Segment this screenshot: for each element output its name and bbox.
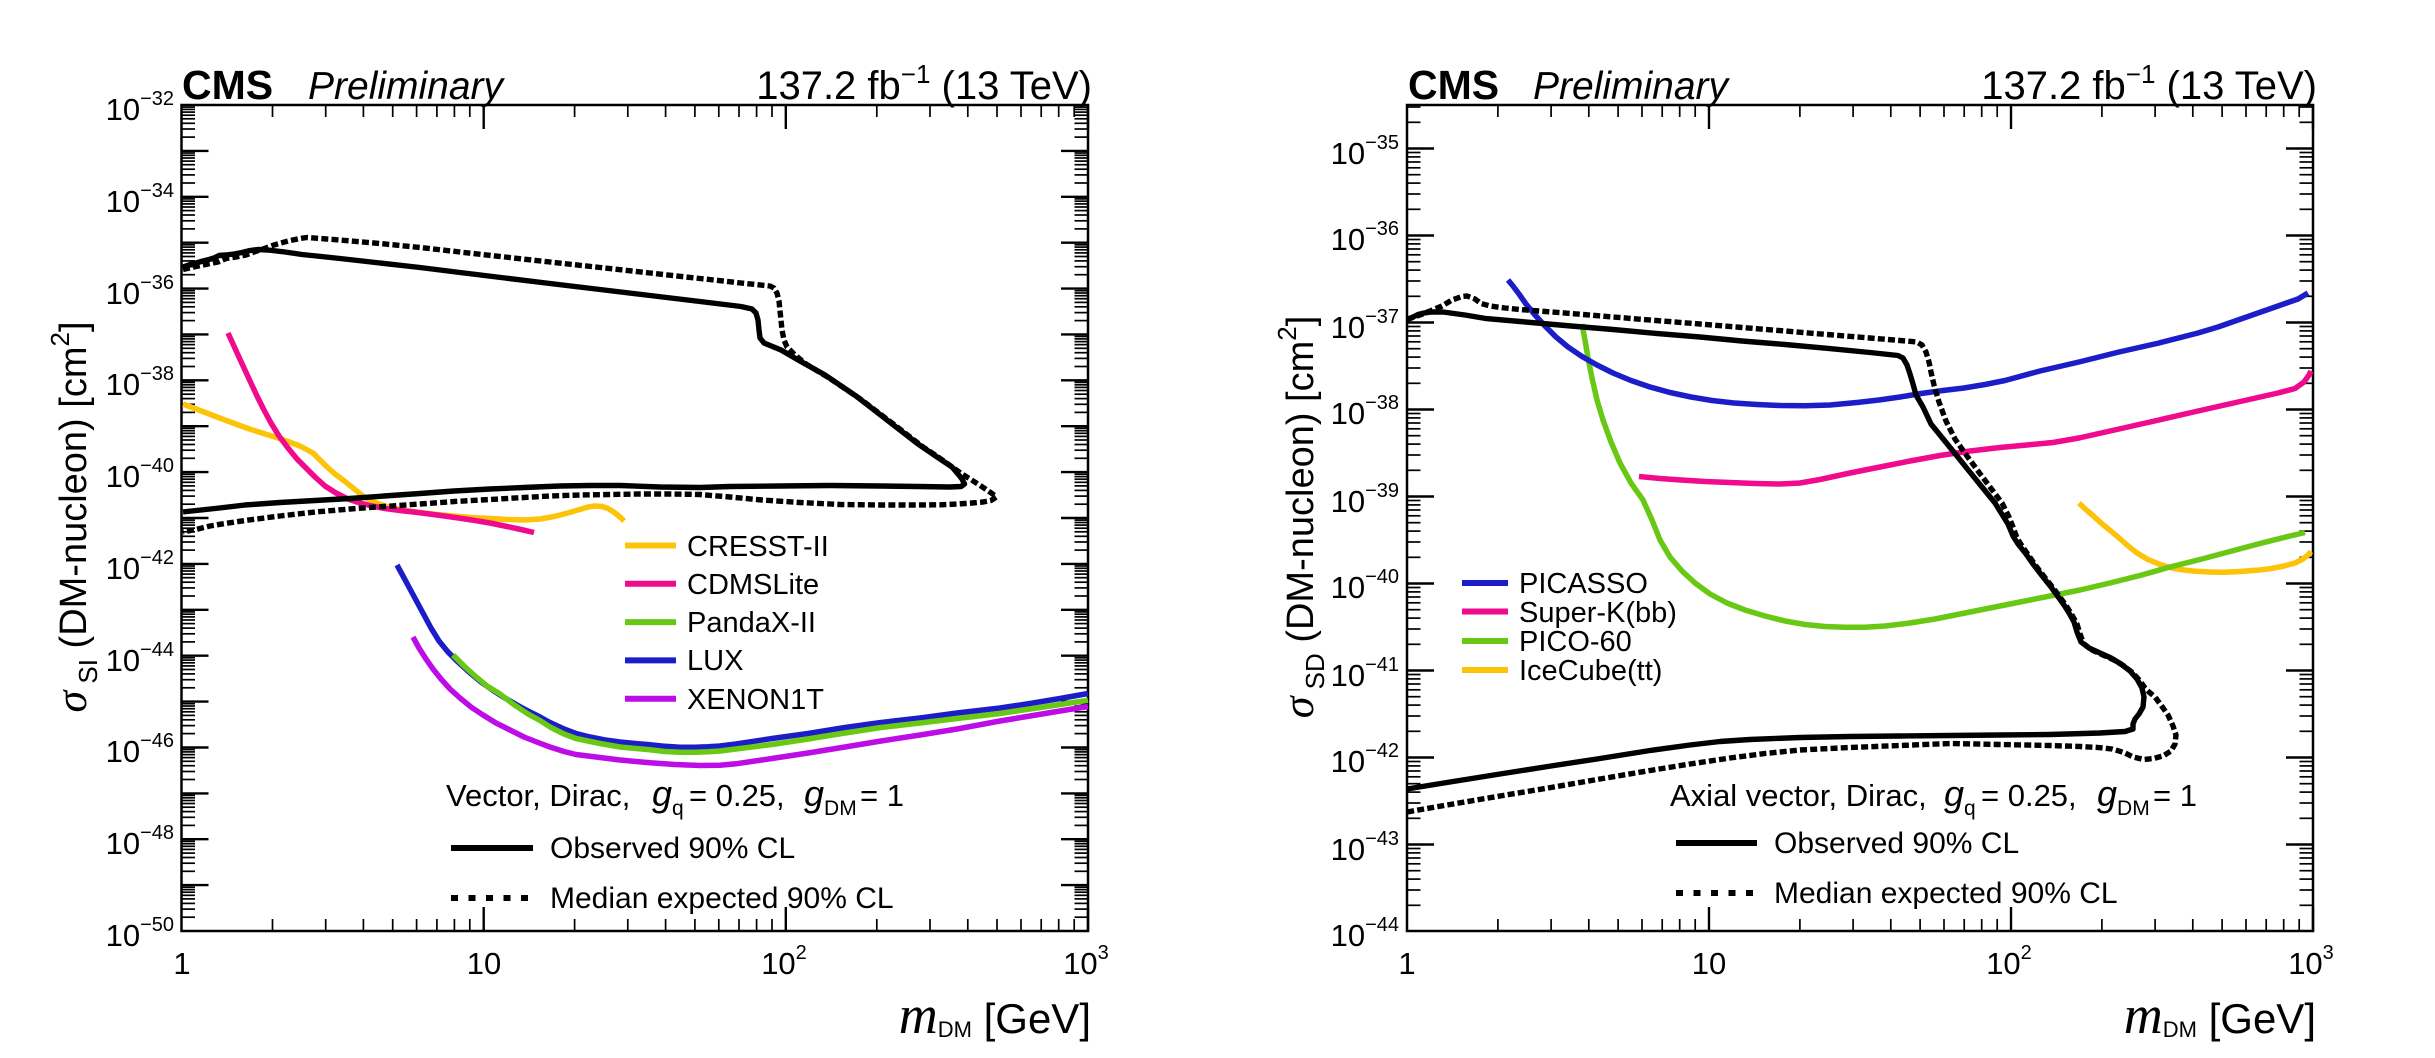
svg-text:CDMSLite: CDMSLite [687, 569, 819, 601]
svg-text:10: 10 [1692, 946, 1726, 981]
svg-text:= 1: = 1 [860, 778, 904, 813]
svg-text:Median expected 90% CL: Median expected 90% CL [1774, 877, 2118, 910]
svg-text:PICO-60: PICO-60 [1519, 626, 1632, 658]
svg-text:CMS: CMS [182, 62, 273, 108]
svg-text:σ SD (DM-nucleon) [cm2]: σ SD (DM-nucleon) [cm2] [1272, 316, 1330, 719]
svg-text:10−40: 10−40 [106, 455, 174, 494]
svg-text:10−42: 10−42 [106, 547, 174, 586]
svg-text:IceCube(tt): IceCube(tt) [1519, 655, 1662, 687]
svg-text:= 1: = 1 [2153, 778, 2197, 813]
svg-text:Observed 90% CL: Observed 90% CL [1774, 827, 2019, 860]
svg-text:PandaX-II: PandaX-II [687, 607, 816, 639]
svg-text:Preliminary: Preliminary [308, 65, 506, 108]
svg-text:σ SI (DM-nucleon) [cm2]: σ SI (DM-nucleon) [cm2] [45, 321, 103, 712]
svg-text:10: 10 [467, 946, 501, 981]
svg-text:= 0.25,: = 0.25, [1981, 778, 2077, 813]
svg-text:1: 1 [1398, 946, 1415, 981]
svg-text:Observed 90% CL: Observed 90% CL [550, 832, 795, 865]
svg-text:mDM [GeV]: mDM [GeV] [899, 985, 1091, 1045]
svg-text:CRESST-II: CRESST-II [687, 531, 829, 563]
svg-text:CMS: CMS [1408, 62, 1499, 108]
svg-text:= 0.25,: = 0.25, [689, 778, 785, 813]
svg-text:PICASSO: PICASSO [1519, 568, 1648, 600]
svg-text:mDM [GeV]: mDM [GeV] [2124, 985, 2316, 1045]
svg-text:Axial vector, Dirac,: Axial vector, Dirac, [1670, 778, 1927, 813]
svg-text:10−46: 10−46 [106, 730, 174, 769]
svg-text:Preliminary: Preliminary [1533, 65, 1731, 108]
svg-text:Vector, Dirac,: Vector, Dirac, [446, 778, 630, 813]
svg-text:10−44: 10−44 [106, 639, 174, 678]
svg-text:Median expected 90% CL: Median expected 90% CL [550, 882, 894, 915]
svg-text:1: 1 [173, 946, 190, 981]
svg-text:LUX: LUX [687, 645, 743, 677]
svg-text:XENON1T: XENON1T [687, 684, 824, 716]
svg-text:Super-K(bb): Super-K(bb) [1519, 597, 1677, 629]
